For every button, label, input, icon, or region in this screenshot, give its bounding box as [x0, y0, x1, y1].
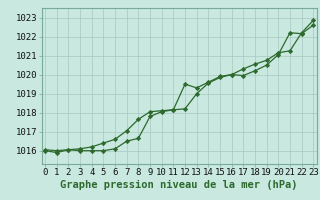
- X-axis label: Graphe pression niveau de la mer (hPa): Graphe pression niveau de la mer (hPa): [60, 180, 298, 190]
